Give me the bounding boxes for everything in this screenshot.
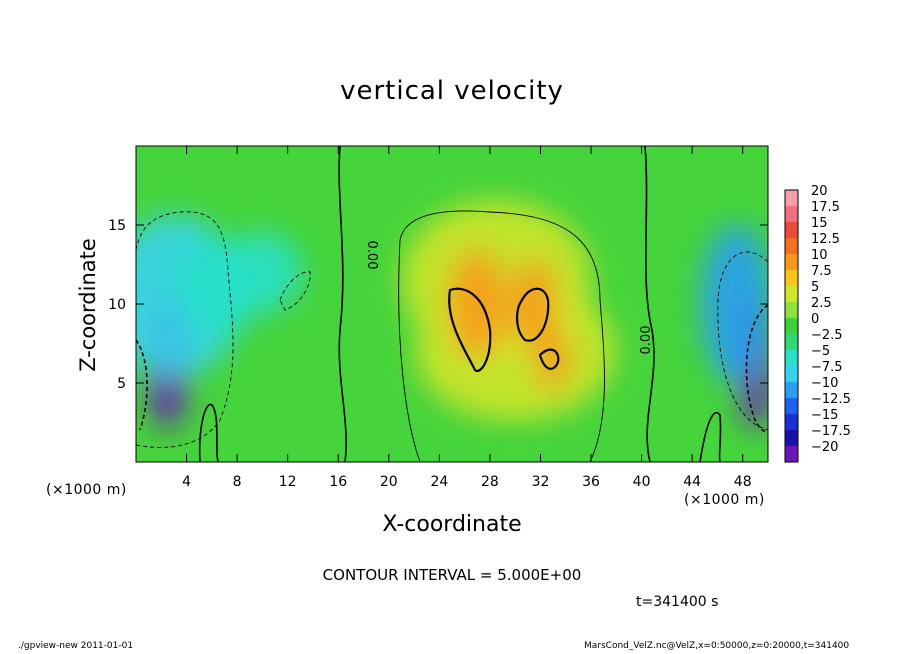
x-tick-label: 36 <box>582 474 600 490</box>
field-feature-7 <box>510 259 559 349</box>
contour-line-3 <box>448 287 492 373</box>
time-stamp: t=341400 s <box>636 594 719 610</box>
field-feature-6 <box>447 249 508 359</box>
colorbar-label: 0 <box>811 312 819 327</box>
colorbar-swatch <box>785 382 798 399</box>
contour-line-4 <box>516 287 550 342</box>
colorbar-label: 12.5 <box>811 232 840 247</box>
contour-line-8 <box>717 251 768 431</box>
colorbar-swatch <box>785 206 798 223</box>
footer-source-info: MarsCond_VelZ.nc@VelZ,x=0:50000,z=0:2000… <box>584 641 850 651</box>
colorbar-label: 2.5 <box>811 296 832 311</box>
contour-line-0 <box>338 146 347 462</box>
field-feature-8 <box>535 329 572 390</box>
x-tick-label: 48 <box>734 474 752 490</box>
x-tick-label: 16 <box>329 474 347 490</box>
colorbar-swatch <box>785 254 798 271</box>
colorbar-label: 10 <box>811 248 828 263</box>
colorbar-frame <box>784 189 799 463</box>
field-feature-3 <box>222 232 303 313</box>
colorbar-swatch <box>785 270 798 287</box>
contour-interval-note: CONTOUR INTERVAL = 5.000E+00 <box>322 566 582 584</box>
chart-title: vertical velocity <box>340 76 564 106</box>
contour-line-5 <box>538 348 560 370</box>
contour-line-12 <box>699 412 722 462</box>
colorbar-label: 17.5 <box>811 200 840 215</box>
colorbar-swatch <box>785 286 798 303</box>
x-tick-label: 32 <box>532 474 550 490</box>
colorbar-label: 20 <box>811 184 828 199</box>
colorbar-label: 5 <box>811 280 819 295</box>
contour-line-11 <box>198 403 219 462</box>
contour-line-7 <box>279 271 311 311</box>
y-tick-label: 5 <box>117 376 126 392</box>
x-tick-label: 40 <box>633 474 651 490</box>
contour-line-2 <box>398 210 605 462</box>
colorbar-label: −12.5 <box>811 392 851 407</box>
colorbar-label: −5 <box>811 344 830 359</box>
contour-line-10 <box>745 304 768 433</box>
colorbar-swatch <box>785 414 798 431</box>
x-tick-label: 12 <box>279 474 297 490</box>
y-axis-label: Z-coordinate <box>76 238 100 372</box>
y-tick-label: 15 <box>108 218 126 234</box>
colorbar-swatch <box>785 222 798 239</box>
colorbar-swatch <box>785 238 798 255</box>
x-tick-label: 44 <box>683 474 701 490</box>
colorbar-swatch <box>785 430 798 447</box>
colorbar-label: 15 <box>811 216 828 231</box>
colorbar-swatch <box>785 318 798 335</box>
contour-line-9 <box>136 339 148 431</box>
x-tick-label: 28 <box>481 474 499 490</box>
x-tick-label: 8 <box>233 474 242 490</box>
colorbar-swatch <box>785 190 798 207</box>
heatmap-field <box>136 146 768 462</box>
colorbar-label: −15 <box>811 408 838 423</box>
colorbar-label: −7.5 <box>811 360 843 375</box>
y-tick-label: 10 <box>108 297 126 313</box>
contour-line-6 <box>136 211 234 448</box>
colorbar-label: −2.5 <box>811 328 843 343</box>
colorbar-label: 7.5 <box>811 264 832 279</box>
colorbar-label: −10 <box>811 376 838 391</box>
x-origin-unit-label: (×1000 m) <box>46 482 127 498</box>
colorbar-swatch <box>785 398 798 415</box>
contour-value-label: 0.00 <box>364 241 379 270</box>
x-tick-label: 24 <box>430 474 448 490</box>
colorbar-swatch <box>785 334 798 351</box>
colorbar-swatch <box>785 446 798 463</box>
colorbar-swatch <box>785 302 798 319</box>
colorbar-swatch <box>785 366 798 383</box>
x-axis-label: X-coordinate <box>382 512 522 537</box>
colorbar-label: −20 <box>811 440 838 455</box>
x-tick-label: 20 <box>380 474 398 490</box>
field-feature-5 <box>700 224 768 384</box>
footer-program-info: ./gpview-new 2011-01-01 <box>18 641 134 651</box>
contour-value-label: 0.00 <box>639 326 654 355</box>
x-axis-unit-label: (×1000 m) <box>684 492 765 508</box>
x-tick-label: 4 <box>182 474 191 490</box>
contour-line-1 <box>644 146 655 462</box>
colorbar-label: −17.5 <box>811 424 851 439</box>
colorbar-swatch <box>785 350 798 367</box>
